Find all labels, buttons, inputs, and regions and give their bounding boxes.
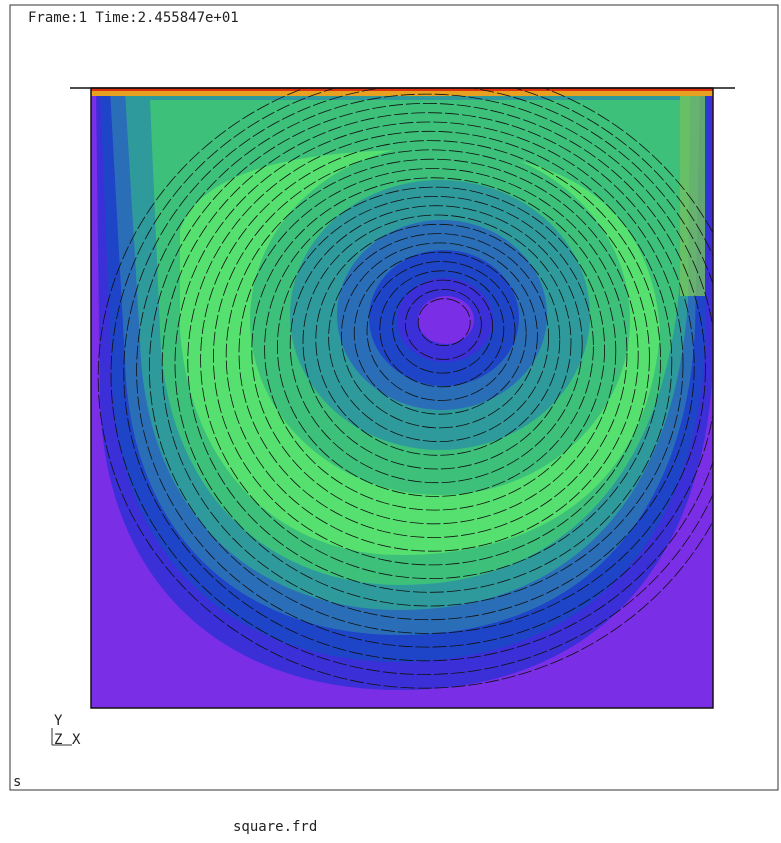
triad-y-label: Y xyxy=(54,713,63,729)
frame-info: Frame:1 Time:2.455847e+01 xyxy=(28,10,239,26)
triad-z-label: Z xyxy=(54,732,62,748)
region-12 xyxy=(418,296,474,344)
status-label: s xyxy=(13,774,21,790)
page: {"header": {"frame_info": "Frame:1 Time:… xyxy=(0,0,781,839)
file-name: square.frd xyxy=(233,819,317,835)
viewer: Frame:1 Time:2.455847e+01 Y Z X s square… xyxy=(0,0,781,839)
contour-plot xyxy=(91,66,750,708)
triad-x-label: X xyxy=(72,732,81,748)
